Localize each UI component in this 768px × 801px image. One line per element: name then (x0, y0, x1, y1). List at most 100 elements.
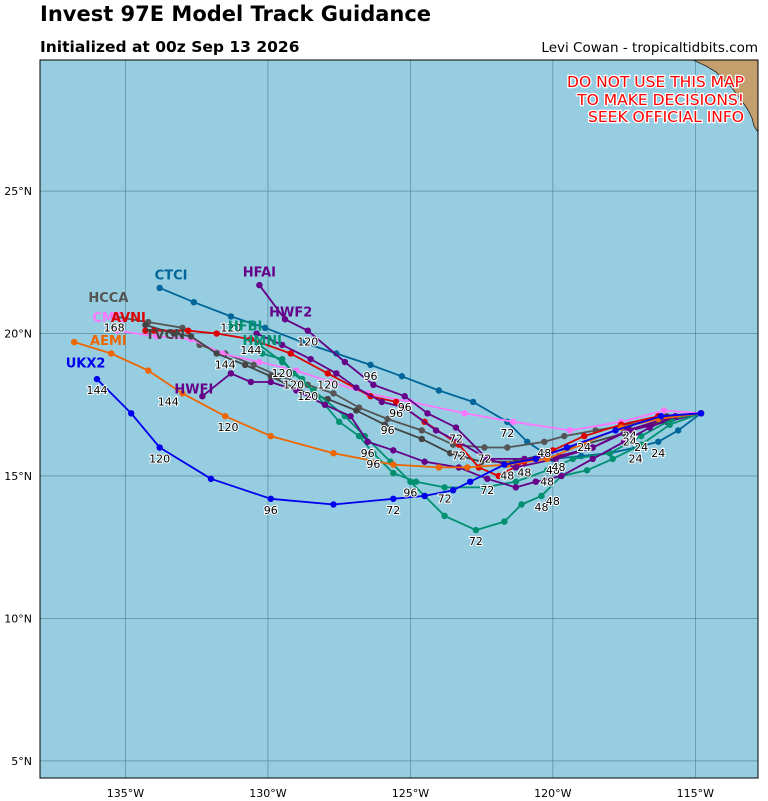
track-point-aemi (464, 464, 471, 471)
track-point-hmni (583, 467, 591, 474)
track-point-ukx2 (156, 444, 163, 451)
track-point-ukx2 (467, 478, 474, 485)
track-point-hwf2 (455, 438, 463, 445)
ocean-background (40, 60, 758, 778)
model-name-ukx2: UKX2 (66, 357, 106, 372)
track-point-ctci (156, 284, 163, 292)
page-title: Invest 97E Model Track Guidance (40, 2, 432, 26)
track-point-hwfi (558, 472, 565, 480)
track-point-hfbi (256, 341, 263, 349)
track-point-hfbi (335, 418, 343, 426)
forecast-hour-label: 120 (297, 336, 318, 349)
track-point-ctci (367, 361, 374, 369)
track-point-aemi (221, 412, 229, 420)
track-point-ukx2 (390, 495, 397, 502)
track-point-cmc (256, 358, 263, 366)
track-point-hcca (561, 432, 568, 440)
forecast-hour-label: 24 (577, 441, 591, 454)
track-point-avni (184, 327, 192, 334)
track-point-avni (150, 327, 158, 334)
track-point-hfbi (606, 449, 614, 457)
track-point-cmc (660, 407, 668, 414)
track-point-hwf2 (589, 444, 596, 451)
track-point-hwfi (293, 387, 300, 394)
track-point-ukx2 (330, 501, 337, 508)
track-point-hwf2 (432, 427, 440, 434)
track-point-cmc (566, 427, 574, 434)
model-name-hcca: HCCA (88, 291, 128, 306)
track-point-hwf2 (353, 384, 360, 391)
forecast-hour-label: 48 (546, 464, 560, 477)
track-point-hmni (538, 492, 545, 500)
forecast-hour-label: 96 (403, 487, 417, 500)
track-point-hcca (504, 444, 511, 451)
lat-tick-label: 20°N (4, 328, 32, 341)
forecast-hour-label: 72 (500, 427, 514, 440)
forecast-hour-label: 48 (534, 501, 548, 514)
track-point-hwfi (484, 475, 491, 483)
track-point-tvcn (381, 421, 388, 428)
forecast-hour-label: 96 (264, 504, 278, 517)
track-point-hfbi (637, 432, 645, 440)
model-name-hmni: HMNI (242, 334, 282, 349)
track-point-ctci (298, 338, 306, 346)
lon-tick-label: 120°W (534, 787, 571, 800)
track-point-aemi (267, 432, 274, 440)
forecast-hour-label: 96 (361, 447, 375, 460)
track-point-hwfi (589, 455, 596, 463)
track-point-aemi (70, 338, 78, 346)
track-point-hmni (278, 355, 286, 363)
track-point-hfbi (355, 432, 363, 440)
model-name-aemi: AEMI (90, 334, 127, 349)
forecast-hour-label: 144 (240, 344, 261, 357)
model-name-cmc: CMC (92, 311, 124, 326)
lon-tick-label: 130°W (249, 787, 286, 800)
forecast-hour-label: 24 (623, 430, 637, 443)
track-point-hwf2 (484, 455, 491, 463)
track-point-hwf2 (253, 330, 260, 337)
track-point-hwfi (620, 438, 628, 445)
forecast-hour-label: 120 (218, 421, 239, 434)
map-frame (39, 59, 759, 779)
forecast-hour-label: 48 (517, 467, 531, 480)
track-line-hwf2 (256, 332, 702, 469)
forecast-hour-label: 168 (104, 321, 125, 334)
forecast-hour-label: 24 (651, 447, 665, 460)
track-point-tvcn (478, 458, 485, 465)
track-point-ukx2 (612, 427, 619, 434)
track-point-hmni (518, 501, 525, 508)
track-point-ctci (227, 313, 235, 320)
track-point-hmni (637, 441, 645, 448)
track-point-cmc (461, 410, 468, 417)
track-line-hfbi (258, 344, 702, 489)
track-point-hwfi (321, 401, 329, 408)
track-point-ukx2 (93, 375, 101, 383)
track-point-hfai (370, 381, 377, 389)
track-point-tvcn (142, 321, 149, 329)
track-point-ctci (675, 427, 682, 434)
forecast-hour-label: 48 (540, 475, 554, 488)
forecast-hour-label: 96 (366, 458, 380, 471)
track-point-hwf2 (623, 427, 631, 434)
warning-line-3: SEEK OFFICIAL INFO (588, 108, 744, 126)
forecast-hour-label: 96 (364, 370, 378, 383)
track-point-hcca (384, 415, 391, 423)
track-point-ctci (190, 298, 198, 306)
forecast-hour-label: 120 (317, 378, 338, 391)
track-point-hwf2 (552, 455, 559, 463)
track-point-cmc (153, 333, 161, 340)
forecast-hour-label: 24 (628, 452, 642, 465)
track-point-cmc (113, 327, 121, 334)
track-point-hfai (341, 358, 349, 366)
track-point-cmc (509, 418, 517, 426)
track-point-hmni (609, 455, 616, 463)
track-point-hmni (501, 518, 508, 525)
track-line-hwfi (201, 372, 702, 489)
track-point-aemi (543, 455, 551, 463)
lat-tick-label: 5°N (11, 755, 32, 768)
track-point-ukx2 (127, 410, 135, 417)
model-name-ctci: CTCI (155, 268, 188, 283)
axis-labels: 135°W 130°W 125°W 120°W 115°W 5°N 10°N 15°N 20°N… (4, 185, 714, 800)
track-point-ctci (469, 398, 477, 406)
